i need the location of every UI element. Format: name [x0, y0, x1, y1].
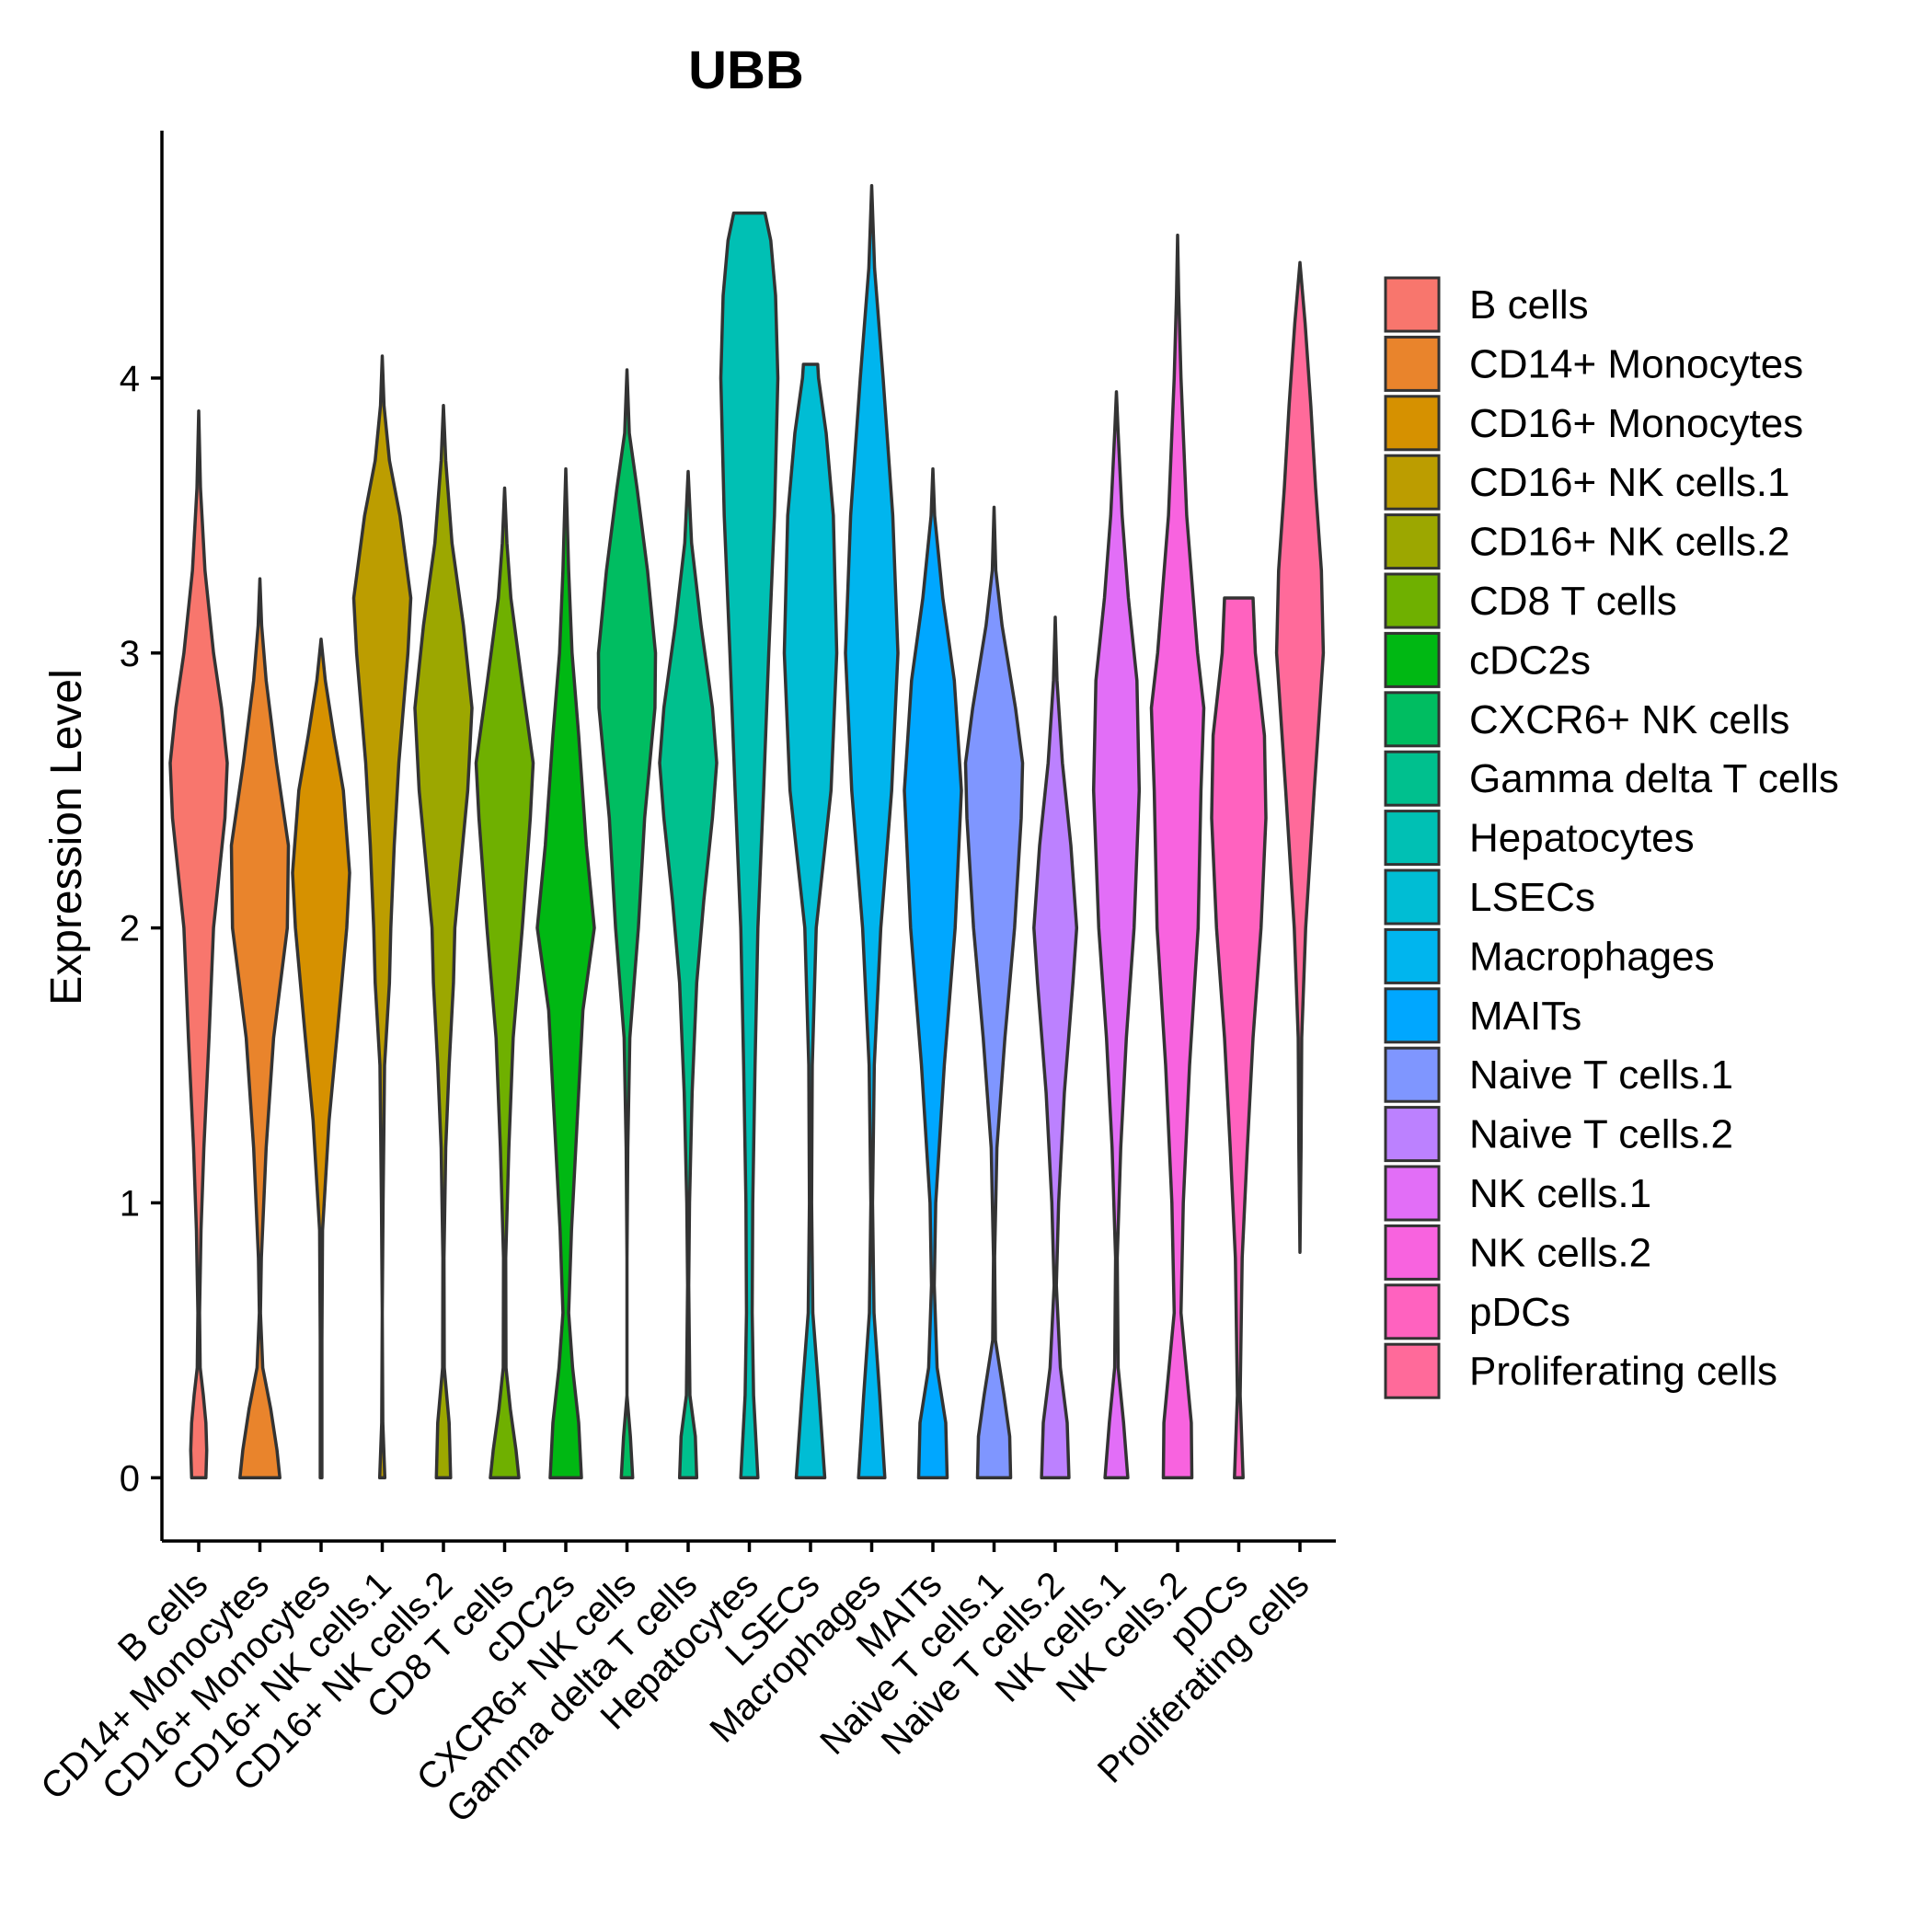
chart-title: UBB	[688, 40, 804, 100]
violin-cd16plus-nk-cells-1	[351, 354, 413, 1480]
violin-b-cells	[168, 409, 229, 1480]
violin-cd16plus-monocytes	[291, 638, 351, 1480]
violin-gamma-delta-t-cells	[658, 469, 719, 1480]
violin-nk-cells-2	[1149, 233, 1206, 1480]
legend-label-cd16plus-nk-cells-2: CD16+ NK cells.2	[1469, 520, 1789, 565]
legend-key-maits	[1384, 987, 1441, 1044]
violin-cxcr6plus-nk-cells	[596, 368, 658, 1480]
legend-key-cdc2s	[1384, 631, 1441, 688]
legend-label-lsecs: LSECs	[1469, 875, 1595, 920]
legend-key-cd8-t-cells	[1384, 572, 1441, 629]
y-tick-label-0: 0	[120, 1458, 140, 1499]
legend-key-lsecs	[1384, 868, 1441, 926]
violin-proliferating-cells	[1274, 260, 1326, 1254]
legend-key-pdcs	[1384, 1283, 1441, 1340]
violin-lsecs	[782, 362, 839, 1480]
legend-label-proliferating-cells: Proliferating cells	[1469, 1349, 1777, 1394]
legend-label-cdc2s: cDC2s	[1469, 638, 1591, 683]
y-tick-label-3: 3	[120, 634, 140, 674]
violin-cd14plus-monocytes	[229, 577, 291, 1480]
legend-label-naive-t-cells-1: Naive T cells.1	[1469, 1052, 1733, 1098]
legend-key-b-cells	[1384, 276, 1441, 333]
legend-label-naive-t-cells-2: Naive T cells.2	[1469, 1112, 1733, 1157]
legend-label-cxcr6plus-nk-cells: CXCR6+ NK cells	[1469, 697, 1789, 742]
legend: B cells CD14+ Monocytes CD16+ Monocytes CD1…	[1384, 276, 1839, 1399]
legend-key-cd16plus-nk-cells-2	[1384, 513, 1441, 570]
y-axis-title: Expression Level	[42, 669, 91, 1006]
legend-label-nk-cells-1: NK cells.1	[1469, 1171, 1651, 1216]
violins	[168, 184, 1326, 1480]
legend-key-cd14plus-monocytes	[1384, 335, 1441, 392]
violin-cd16plus-nk-cells-2	[413, 404, 474, 1480]
legend-label-maits: MAITs	[1469, 994, 1581, 1039]
violin-macrophages	[844, 184, 900, 1480]
violin-cd8-t-cells	[474, 486, 535, 1480]
violin-naive-t-cells-1	[963, 505, 1025, 1480]
legend-key-gamma-delta-t-cells	[1384, 750, 1441, 807]
violin-pdcs	[1210, 596, 1268, 1480]
legend-label-hepatocytes: Hepatocytes	[1469, 816, 1695, 861]
violin-nk-cells-1	[1091, 390, 1142, 1480]
legend-label-cd16plus-nk-cells-1: CD16+ NK cells.1	[1469, 460, 1789, 505]
y-tick-label-1: 1	[120, 1183, 140, 1224]
violin-cdc2s	[535, 466, 596, 1480]
violin-maits	[903, 466, 963, 1480]
violin-naive-t-cells-2	[1032, 615, 1079, 1480]
legend-label-cd16plus-monocytes: CD16+ Monocytes	[1469, 401, 1803, 446]
legend-label-macrophages: Macrophages	[1469, 934, 1715, 979]
y-tick-label-4: 4	[120, 359, 140, 399]
legend-label-pdcs: pDCs	[1469, 1290, 1570, 1335]
legend-key-proliferating-cells	[1384, 1342, 1441, 1399]
legend-key-cd16plus-monocytes	[1384, 395, 1441, 452]
violin-hepatocytes	[719, 211, 780, 1480]
legend-key-macrophages	[1384, 927, 1441, 984]
legend-label-gamma-delta-t-cells: Gamma delta T cells	[1469, 756, 1839, 801]
legend-key-cxcr6plus-nk-cells	[1384, 691, 1441, 748]
legend-key-cd16plus-nk-cells-1	[1384, 454, 1441, 511]
legend-key-hepatocytes	[1384, 810, 1441, 867]
y-tick-label-2: 2	[120, 909, 140, 949]
legend-label-cd14plus-monocytes: CD14+ Monocytes	[1469, 341, 1803, 386]
legend-key-naive-t-cells-1	[1384, 1046, 1441, 1103]
legend-label-cd8-t-cells: CD8 T cells	[1469, 579, 1677, 624]
legend-key-nk-cells-2	[1384, 1224, 1441, 1281]
legend-key-nk-cells-1	[1384, 1165, 1441, 1222]
y-axis-ticks: 0 1 2 3 4	[120, 359, 162, 1499]
legend-label-b-cells: B cells	[1469, 282, 1589, 328]
legend-key-naive-t-cells-2	[1384, 1106, 1441, 1163]
legend-label-nk-cells-2: NK cells.2	[1469, 1230, 1651, 1275]
